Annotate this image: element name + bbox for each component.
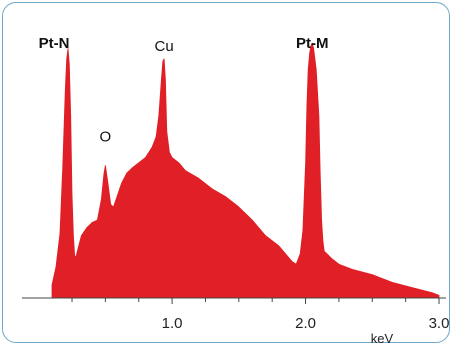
peak-label: Pt-M bbox=[296, 35, 329, 52]
x-tick-label: 2.0 bbox=[295, 315, 316, 332]
peak-label: Cu bbox=[155, 38, 174, 55]
x-tick-label: 3.0 bbox=[429, 315, 450, 332]
peak-label: O bbox=[100, 128, 112, 145]
x-axis-label: keV bbox=[371, 331, 394, 346]
peak-annotations: Pt-N O Cu Pt-M bbox=[39, 35, 329, 145]
peak-label: Pt-N bbox=[39, 35, 70, 52]
spectrum-area bbox=[51, 42, 440, 299]
x-ticks bbox=[71, 298, 440, 304]
x-tick-label: 1.0 bbox=[162, 315, 183, 332]
x-tick-labels: 1.0 2.0 3.0 bbox=[162, 315, 450, 332]
